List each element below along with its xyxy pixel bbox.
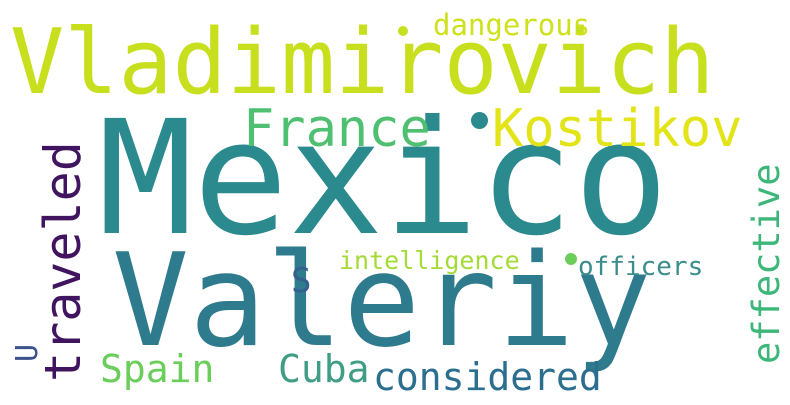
word-cuba: Cuba bbox=[278, 347, 370, 391]
word-considered: considered bbox=[373, 355, 602, 399]
word-traveled: traveled bbox=[34, 141, 92, 382]
word-valeriy: Valeriy bbox=[112, 227, 652, 376]
word-france: France bbox=[243, 99, 431, 159]
word-spain: Spain bbox=[100, 347, 215, 391]
word-vladimirovich: Vladimirovich bbox=[10, 10, 715, 115]
word-mexico: Mexico bbox=[98, 87, 669, 271]
dot-near-kostikov bbox=[471, 112, 488, 129]
word-s: S bbox=[291, 261, 312, 301]
word-effective: effective bbox=[745, 163, 788, 364]
dot-near-officers bbox=[565, 253, 577, 265]
word-intelligence: intelligence bbox=[339, 246, 520, 275]
word-officers: officers bbox=[578, 252, 704, 282]
dot-small-top bbox=[398, 26, 408, 36]
word-u: U bbox=[10, 343, 45, 362]
word-kostikov: Kostikov bbox=[492, 99, 743, 159]
word-dangerous: dangerous bbox=[433, 8, 591, 42]
